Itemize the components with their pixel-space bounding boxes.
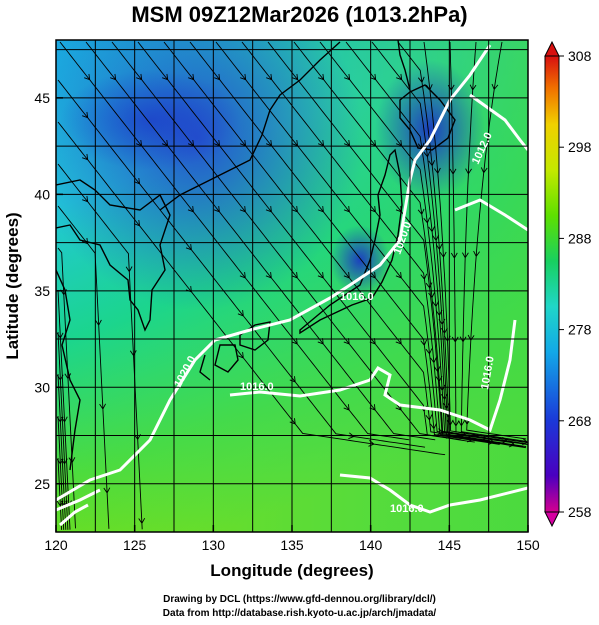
colorbar-max-arrow (544, 40, 560, 57)
colorbar-scale (544, 55, 560, 513)
colorbar-tick-label: 288 (568, 230, 592, 246)
x-tick-label: 135 (280, 537, 304, 553)
streamline (137, 41, 475, 443)
x-axis: 120 125 130 135 140 145 150 (44, 525, 540, 553)
colorbar-tick-label: 268 (568, 413, 592, 429)
colorbar-tick-label: 298 (568, 139, 592, 155)
streamline (85, 41, 436, 441)
y-axis-title: Latitude (degrees) (3, 212, 22, 359)
contour-label: 1016.0 (390, 503, 424, 515)
streamline (319, 41, 528, 446)
colorbar-tick-label: 278 (568, 322, 592, 338)
credit-data: Data from http://database.rish.kyoto-u.a… (162, 608, 437, 619)
streamline (397, 41, 527, 448)
map-title: MSM 09Z12Mar2026 (1013.2hPa) (131, 2, 468, 27)
contour-label: 1016.0 (340, 291, 374, 303)
x-tick-label: 120 (44, 537, 68, 553)
credit-drawing: Drawing by DCL (https://www.gfd-dennou.o… (163, 594, 436, 605)
x-tick-label: 145 (438, 537, 462, 553)
streamline (447, 41, 528, 444)
y-axis: 25 30 35 40 45 (34, 90, 63, 492)
streamline (56, 373, 68, 530)
x-tick-label: 130 (202, 537, 226, 553)
colorbar-tick-label: 258 (568, 504, 592, 520)
contour-label: 1016.0 (479, 355, 497, 390)
colorbar: 308 298 288 278 268 258 (544, 40, 592, 528)
streamline (57, 163, 146, 530)
wind-streamlines (56, 41, 528, 530)
y-tick-label: 35 (34, 283, 50, 299)
y-tick-label: 45 (34, 90, 50, 106)
x-tick-label: 150 (516, 537, 540, 553)
streamline (57, 79, 426, 448)
colorbar-tick-label: 308 (568, 48, 592, 64)
colorbar-min-arrow (544, 511, 560, 528)
contour-label: 1016.0 (240, 381, 274, 393)
streamline (56, 331, 69, 530)
x-tick-label: 125 (123, 537, 147, 553)
temperature-field: 1020.0 1016.0 1012.0 1020.0 1016.0 1016.… (56, 40, 528, 532)
y-tick-label: 40 (34, 186, 50, 202)
streamline (57, 121, 446, 456)
isobars (56, 44, 528, 527)
streamline (163, 41, 491, 442)
y-tick-label: 25 (34, 476, 50, 492)
x-axis-title: Longitude (degrees) (210, 561, 373, 580)
streamline (56, 289, 72, 530)
streamline (371, 41, 525, 445)
y-tick-label: 30 (34, 379, 50, 395)
x-tick-label: 140 (359, 537, 383, 553)
graticule (56, 40, 528, 532)
streamline (59, 41, 410, 441)
streamline (57, 247, 76, 529)
streamline (57, 205, 111, 529)
